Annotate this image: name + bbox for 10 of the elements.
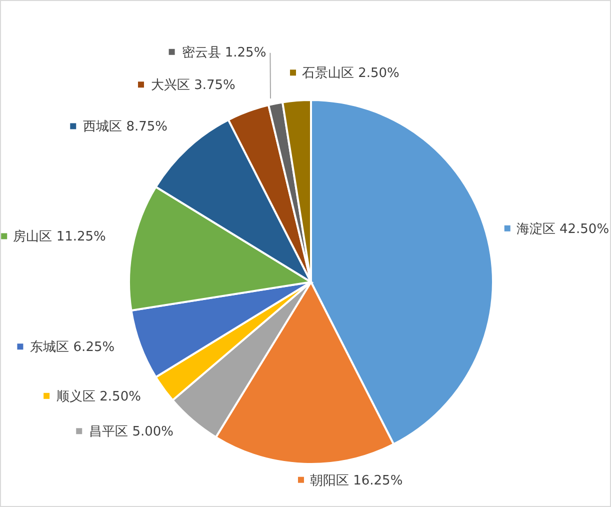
legend-label: 大兴区 3.75% <box>150 78 236 94</box>
legend-label: 海淀区 42.50% <box>516 222 610 237</box>
legend-label: 石景山区 2.50% <box>302 66 400 82</box>
legend-label: 顺义区 2.50% <box>56 389 141 404</box>
legend-label: 昌平区 5.00% <box>89 424 174 440</box>
legend-label: 东城区 6.25% <box>30 340 115 356</box>
legend-label: 朝阳区 16.25% <box>310 473 403 488</box>
legend-label: 房山区 11.25% <box>13 228 106 245</box>
legend-label: 密云县 1.25% <box>182 45 266 60</box>
legend-label: 西城区 8.75% <box>83 120 168 135</box>
